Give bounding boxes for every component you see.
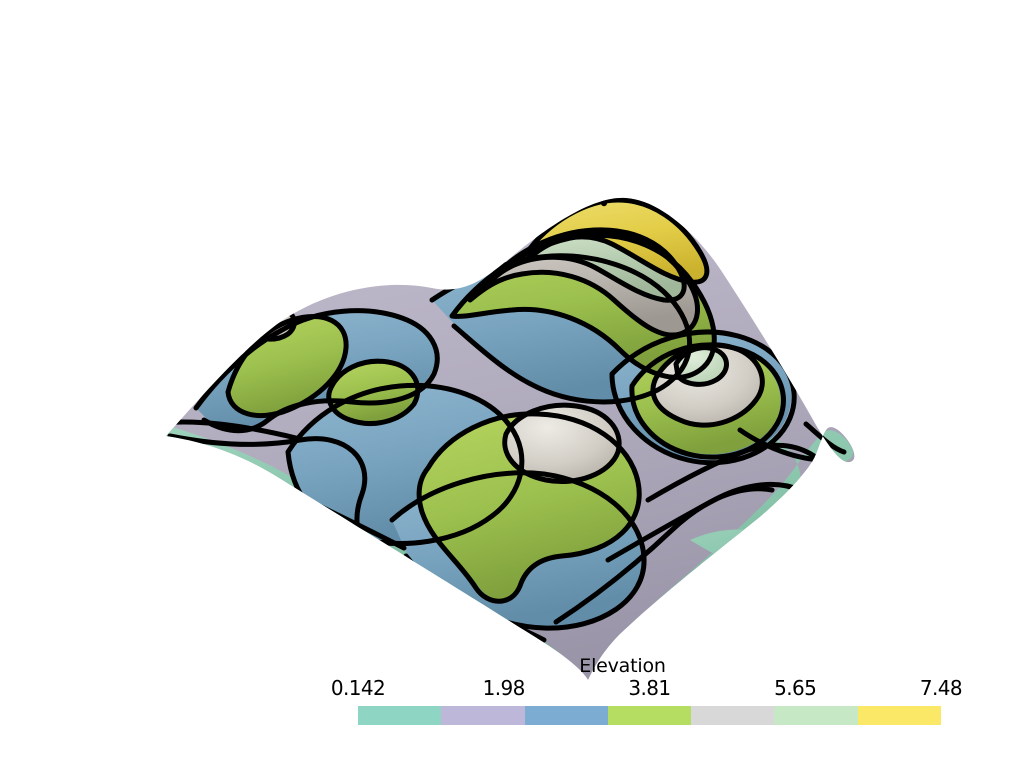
colorbar-swatch-lavender [441, 706, 525, 725]
colorbar-title: Elevation [579, 655, 666, 677]
colorbar-swatch-olive-green [607, 706, 692, 725]
colorbar-tick-0: 0.142 [330, 676, 386, 700]
colorbar-tick-3: 5.65 [774, 676, 817, 700]
colorbar-tick-2: 3.81 [628, 676, 671, 700]
colorbar-tick-4: 7.48 [919, 676, 963, 700]
colorbar-swatch-teal [358, 706, 442, 725]
colorbar-swatch-strip [358, 706, 941, 725]
surface-bands [166, 197, 855, 680]
colorbar: Elevation 0.142 1.98 3.81 5.65 7.48 [331, 655, 963, 725]
colorbar-tick-labels: 0.142 1.98 3.81 5.65 7.48 [331, 676, 963, 700]
colorbar-swatch-light-green [774, 706, 858, 725]
band-olive-left [228, 316, 345, 416]
colorbar-tick-1: 1.98 [482, 676, 526, 700]
peak-marker-dot [600, 199, 608, 207]
colorbar-swatch-blue [524, 706, 608, 725]
colorbar-swatch-yellow [857, 706, 941, 725]
surface-plot [166, 197, 855, 680]
colorbar-swatch-gray [691, 706, 775, 725]
band-yellow-summit [526, 200, 707, 283]
